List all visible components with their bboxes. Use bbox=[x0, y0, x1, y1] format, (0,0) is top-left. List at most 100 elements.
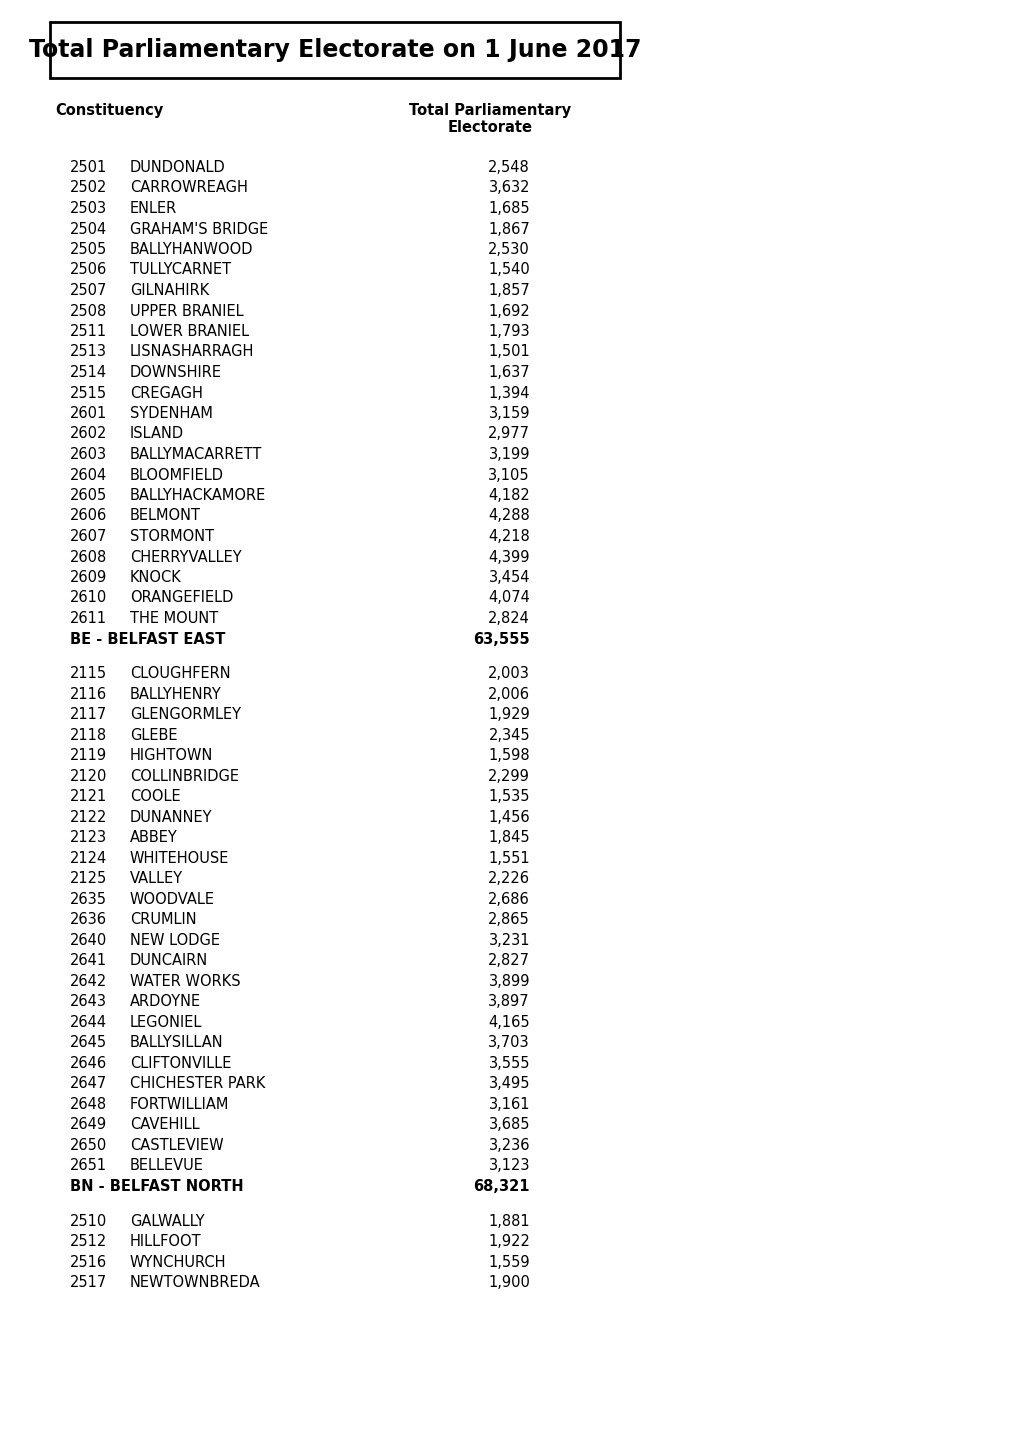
Text: 2120: 2120 bbox=[70, 769, 107, 784]
Text: 2603: 2603 bbox=[70, 447, 107, 461]
Text: 2647: 2647 bbox=[70, 1076, 107, 1092]
Text: 2,226: 2,226 bbox=[487, 871, 530, 887]
Text: ORANGEFIELD: ORANGEFIELD bbox=[129, 591, 233, 606]
Text: 2651: 2651 bbox=[70, 1158, 107, 1174]
FancyBboxPatch shape bbox=[50, 22, 620, 78]
Text: CARROWREAGH: CARROWREAGH bbox=[129, 180, 248, 196]
Text: COOLE: COOLE bbox=[129, 789, 180, 805]
Text: WOODVALE: WOODVALE bbox=[129, 891, 215, 907]
Text: 2601: 2601 bbox=[70, 407, 107, 421]
Text: 2606: 2606 bbox=[70, 509, 107, 523]
Text: 1,456: 1,456 bbox=[488, 810, 530, 825]
Text: CHICHESTER PARK: CHICHESTER PARK bbox=[129, 1076, 265, 1092]
Text: GALWALLY: GALWALLY bbox=[129, 1214, 205, 1229]
Text: 2115: 2115 bbox=[70, 666, 107, 682]
Text: 2643: 2643 bbox=[70, 995, 107, 1009]
Text: 3,685: 3,685 bbox=[488, 1118, 530, 1132]
Text: 2648: 2648 bbox=[70, 1097, 107, 1112]
Text: SYDENHAM: SYDENHAM bbox=[129, 407, 213, 421]
Text: 2,299: 2,299 bbox=[488, 769, 530, 784]
Text: ENLER: ENLER bbox=[129, 200, 177, 216]
Text: 2116: 2116 bbox=[70, 686, 107, 702]
Text: 4,182: 4,182 bbox=[488, 487, 530, 503]
Text: 1,845: 1,845 bbox=[488, 831, 530, 845]
Text: BLOOMFIELD: BLOOMFIELD bbox=[129, 467, 224, 483]
Text: 2501: 2501 bbox=[70, 160, 107, 174]
Text: 2640: 2640 bbox=[70, 933, 107, 947]
Text: 1,929: 1,929 bbox=[488, 708, 530, 722]
Text: WHITEHOUSE: WHITEHOUSE bbox=[129, 851, 229, 865]
Text: LISNASHARRAGH: LISNASHARRAGH bbox=[129, 345, 254, 359]
Text: 2122: 2122 bbox=[70, 810, 107, 825]
Text: DUNANNEY: DUNANNEY bbox=[129, 810, 212, 825]
Text: 2,977: 2,977 bbox=[487, 427, 530, 441]
Text: LOWER BRANIEL: LOWER BRANIEL bbox=[129, 324, 249, 339]
Text: 1,501: 1,501 bbox=[488, 345, 530, 359]
Text: 1,551: 1,551 bbox=[488, 851, 530, 865]
Text: 1,793: 1,793 bbox=[488, 324, 530, 339]
Text: 2515: 2515 bbox=[70, 385, 107, 401]
Text: 3,236: 3,236 bbox=[488, 1138, 530, 1152]
Text: HILLFOOT: HILLFOOT bbox=[129, 1234, 202, 1249]
Text: 2607: 2607 bbox=[70, 529, 107, 544]
Text: DUNDONALD: DUNDONALD bbox=[129, 160, 225, 174]
Text: Total Parliamentary
Electorate: Total Parliamentary Electorate bbox=[409, 102, 571, 136]
Text: 1,535: 1,535 bbox=[488, 789, 530, 805]
Text: NEW LODGE: NEW LODGE bbox=[129, 933, 220, 947]
Text: 2644: 2644 bbox=[70, 1015, 107, 1030]
Text: KNOCK: KNOCK bbox=[129, 570, 181, 585]
Text: 2118: 2118 bbox=[70, 728, 107, 743]
Text: 2608: 2608 bbox=[70, 549, 107, 564]
Text: 1,637: 1,637 bbox=[488, 365, 530, 381]
Text: CLIFTONVILLE: CLIFTONVILLE bbox=[129, 1056, 231, 1071]
Text: BALLYHENRY: BALLYHENRY bbox=[129, 686, 221, 702]
Text: 2507: 2507 bbox=[70, 283, 107, 298]
Text: WATER WORKS: WATER WORKS bbox=[129, 973, 240, 989]
Text: 3,632: 3,632 bbox=[488, 180, 530, 196]
Text: Constituency: Constituency bbox=[55, 102, 163, 118]
Text: 3,199: 3,199 bbox=[488, 447, 530, 461]
Text: 3,703: 3,703 bbox=[488, 1035, 530, 1050]
Text: 2642: 2642 bbox=[70, 973, 107, 989]
Text: WYNCHURCH: WYNCHURCH bbox=[129, 1255, 226, 1270]
Text: 1,685: 1,685 bbox=[488, 200, 530, 216]
Text: 2641: 2641 bbox=[70, 953, 107, 969]
Text: 1,540: 1,540 bbox=[488, 262, 530, 277]
Text: 2,548: 2,548 bbox=[488, 160, 530, 174]
Text: 2514: 2514 bbox=[70, 365, 107, 381]
Text: LEGONIEL: LEGONIEL bbox=[129, 1015, 202, 1030]
Text: CHERRYVALLEY: CHERRYVALLEY bbox=[129, 549, 242, 564]
Text: VALLEY: VALLEY bbox=[129, 871, 183, 887]
Text: TULLYCARNET: TULLYCARNET bbox=[129, 262, 231, 277]
Text: 2650: 2650 bbox=[70, 1138, 107, 1152]
Text: 3,105: 3,105 bbox=[488, 467, 530, 483]
Text: BALLYHACKAMORE: BALLYHACKAMORE bbox=[129, 487, 266, 503]
Text: 2121: 2121 bbox=[70, 789, 107, 805]
Text: 2,827: 2,827 bbox=[487, 953, 530, 969]
Text: BE - BELFAST EAST: BE - BELFAST EAST bbox=[70, 632, 225, 646]
Text: 1,857: 1,857 bbox=[488, 283, 530, 298]
Text: NEWTOWNBREDA: NEWTOWNBREDA bbox=[129, 1275, 261, 1291]
Text: Total Parliamentary Electorate on 1 June 2017: Total Parliamentary Electorate on 1 June… bbox=[29, 37, 641, 62]
Text: ARDOYNE: ARDOYNE bbox=[129, 995, 201, 1009]
Text: 3,454: 3,454 bbox=[488, 570, 530, 585]
Text: 3,899: 3,899 bbox=[488, 973, 530, 989]
Text: 2513: 2513 bbox=[70, 345, 107, 359]
Text: CAVEHILL: CAVEHILL bbox=[129, 1118, 200, 1132]
Text: CLOUGHFERN: CLOUGHFERN bbox=[129, 666, 230, 682]
Text: 2508: 2508 bbox=[70, 303, 107, 319]
Text: 2635: 2635 bbox=[70, 891, 107, 907]
Text: 2517: 2517 bbox=[70, 1275, 107, 1291]
Text: 2123: 2123 bbox=[70, 831, 107, 845]
Text: 4,288: 4,288 bbox=[488, 509, 530, 523]
Text: 3,495: 3,495 bbox=[488, 1076, 530, 1092]
Text: 2510: 2510 bbox=[70, 1214, 107, 1229]
Text: 4,165: 4,165 bbox=[488, 1015, 530, 1030]
Text: 2645: 2645 bbox=[70, 1035, 107, 1050]
Text: UPPER BRANIEL: UPPER BRANIEL bbox=[129, 303, 244, 319]
Text: BELMONT: BELMONT bbox=[129, 509, 201, 523]
Text: 3,897: 3,897 bbox=[488, 995, 530, 1009]
Text: BN - BELFAST NORTH: BN - BELFAST NORTH bbox=[70, 1180, 244, 1194]
Text: 1,394: 1,394 bbox=[488, 385, 530, 401]
Text: DUNCAIRN: DUNCAIRN bbox=[129, 953, 208, 969]
